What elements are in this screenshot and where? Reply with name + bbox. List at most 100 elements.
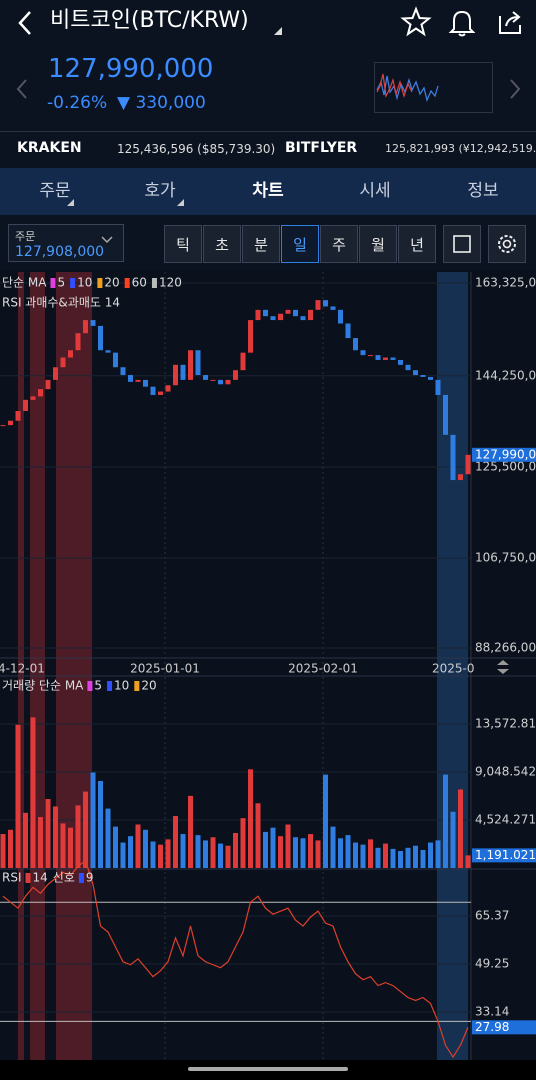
- candle: [210, 379, 216, 381]
- candle: [420, 375, 426, 377]
- candle: [285, 309, 291, 314]
- candle: [293, 309, 298, 317]
- volume-bar: [233, 832, 238, 868]
- volume-bar: [330, 826, 336, 868]
- title-dropdown[interactable]: [272, 26, 284, 36]
- legend-swatch: [97, 278, 103, 288]
- candle: [225, 379, 231, 385]
- tab[interactable]: 주문: [39, 181, 71, 201]
- exchange-name: BITFLYER: [285, 140, 358, 156]
- candle: [443, 394, 448, 435]
- volume-bar: [255, 803, 261, 868]
- candle: [248, 320, 253, 353]
- volume-bar: [420, 849, 426, 868]
- rsi-period: 14: [33, 871, 48, 885]
- candle: [240, 352, 246, 371]
- period-button[interactable]: 분: [242, 225, 280, 263]
- next-arrow[interactable]: [507, 78, 523, 100]
- volume-bar: [83, 791, 88, 868]
- volume-bar: [270, 827, 276, 868]
- overbought-zone: [56, 272, 92, 1060]
- candle: [315, 300, 321, 310]
- volume-bar: [428, 842, 433, 868]
- rsi-tick-label: 65.37: [475, 909, 509, 923]
- home-indicator[interactable]: [188, 1067, 348, 1071]
- legend-period: 10: [114, 679, 129, 693]
- volume-bar: [458, 789, 463, 868]
- tab-selected[interactable]: 차트: [252, 181, 284, 201]
- volume-bar: [465, 855, 471, 868]
- tab[interactable]: 호가: [144, 181, 176, 201]
- candle: [8, 420, 13, 426]
- candle: [173, 364, 178, 386]
- price-tick-label: 125,500,000: [475, 459, 536, 473]
- coin-title[interactable]: 비트코인(BTC/KRW): [50, 8, 249, 33]
- candle: [0, 425, 6, 427]
- sparkline: [374, 62, 493, 113]
- volume-bar: [390, 848, 396, 868]
- volume-bar: [195, 835, 201, 868]
- tab-bar: [0, 168, 536, 215]
- legend-period: 120: [159, 276, 182, 290]
- volume-bar: [173, 816, 178, 868]
- back-button[interactable]: [12, 8, 38, 38]
- order-price: 127,908,000: [15, 244, 105, 260]
- tab[interactable]: 시세: [359, 181, 391, 201]
- period-button[interactable]: 월: [359, 225, 397, 263]
- candle: [278, 313, 283, 321]
- settings-button[interactable]: [488, 225, 526, 263]
- candle: [45, 379, 51, 390]
- chart-type-button[interactable]: [443, 225, 481, 263]
- candle: [188, 350, 193, 380]
- change-rate: -0.26%: [47, 93, 108, 113]
- price-tick-label: 88,266,000: [475, 641, 536, 655]
- volume-bar: [323, 774, 328, 868]
- order-price-box[interactable]: [8, 224, 124, 262]
- candle: [375, 355, 381, 360]
- candle: [233, 370, 238, 380]
- alert-icon[interactable]: [446, 6, 478, 38]
- resize-handle[interactable]: [497, 660, 509, 674]
- period-button[interactable]: 초: [203, 225, 241, 263]
- candle: [203, 375, 208, 380]
- volume-bar: [15, 724, 21, 868]
- price-tick-label: 163,325,000: [475, 275, 536, 289]
- volume-bar: [150, 841, 156, 868]
- volume-bar: [383, 843, 388, 868]
- candle: [263, 309, 268, 317]
- candle: [105, 350, 111, 353]
- candle: [383, 357, 388, 360]
- volume-bar: [0, 834, 6, 868]
- legend-period: 5: [57, 276, 65, 290]
- volume-bar: [113, 826, 118, 868]
- volume-bar: [38, 817, 43, 868]
- candle: [38, 389, 43, 397]
- candle: [150, 386, 156, 395]
- volume-bar: [210, 837, 216, 868]
- volume-bar: [368, 839, 373, 868]
- current-volume-label-box: [472, 848, 536, 863]
- legend-swatch: [87, 681, 93, 691]
- date-label: 4-12-01: [0, 662, 45, 676]
- current-price: 127,990,000: [48, 54, 214, 84]
- volume-bar: [315, 840, 321, 868]
- volume-bar: [278, 836, 283, 868]
- price-tick-label: 106,750,000: [475, 551, 536, 565]
- period-button-selected[interactable]: 일: [281, 225, 319, 263]
- candle: [53, 367, 58, 380]
- volume-tick-label: 4,524.271: [475, 812, 536, 826]
- prev-arrow[interactable]: [14, 78, 30, 100]
- volume-bar: [375, 847, 381, 868]
- period-button[interactable]: 틱: [164, 225, 202, 263]
- candle: [405, 364, 411, 371]
- period-button[interactable]: 년: [398, 225, 436, 263]
- candle: [128, 375, 133, 382]
- candle: [23, 399, 28, 412]
- favorite-icon[interactable]: [400, 6, 432, 38]
- chart-area: 4-12-01 2025-01-01 2025-02-01 2025-0 163…: [0, 270, 536, 1080]
- share-icon[interactable]: [494, 6, 526, 38]
- tab[interactable]: 정보: [467, 181, 499, 201]
- volume-bar: [248, 769, 253, 868]
- period-button[interactable]: 주: [320, 225, 358, 263]
